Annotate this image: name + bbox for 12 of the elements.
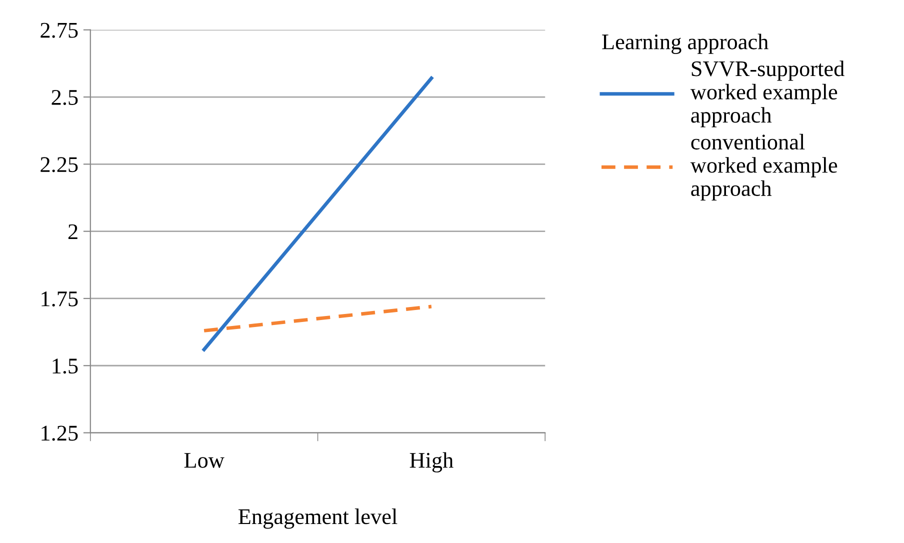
y-tick-label: 1.75 [42,292,78,306]
y-tick-label: 1.5 [52,358,78,374]
y-tick-label: 2.75 [40,22,78,38]
y-tick-label: 1.25 [42,426,78,441]
y-tick-label: 2 [68,224,78,240]
y-tick-label: 2.5 [52,90,78,106]
y-tick-label: 2.25 [40,157,78,172]
legend-label: conventional worked example approach [690,134,838,201]
x-axis-title: Engagement level [238,508,398,529]
x-tick-label: Low [184,453,224,468]
x-tick-label: High [410,452,454,472]
legend-title: Learning approach [602,34,768,54]
